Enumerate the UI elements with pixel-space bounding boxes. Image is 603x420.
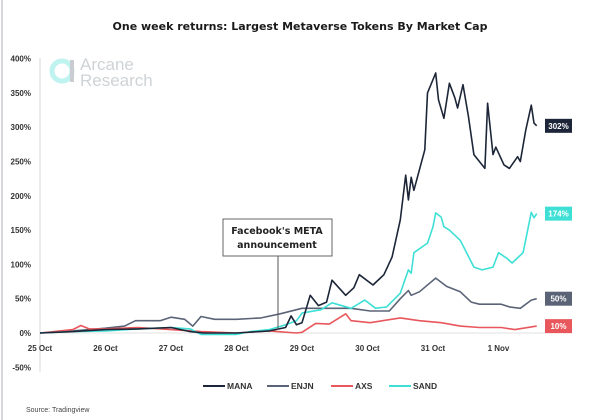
legend-item-sand: SAND: [389, 381, 437, 391]
end-label-box: [545, 319, 572, 334]
annotation-box: [222, 218, 333, 257]
y-tick-label: 350%: [11, 89, 31, 98]
logo-mark-icon: [49, 58, 75, 84]
annotation-line2: announcement: [237, 240, 317, 251]
series-line-mana: [39, 72, 538, 334]
chart-title: One week returns: Largest Metaverse Toke…: [113, 20, 488, 33]
legend-item-mana: MANA: [203, 381, 253, 391]
y-tick-label: 200%: [11, 192, 31, 201]
y-tick-label: 150%: [11, 226, 31, 235]
y-tick-label: 400%: [11, 55, 31, 64]
end-label-text: 50%: [550, 295, 566, 304]
end-label-axs: 10%: [545, 319, 572, 334]
legend-item-axs: AXS: [331, 381, 373, 391]
x-tick-label: 28 Oct: [224, 344, 249, 353]
end-label-box: [545, 206, 572, 221]
end-label-mana: 302%: [545, 118, 572, 133]
x-tick-label: 31 Oct: [421, 344, 446, 353]
logo-mark-bar: [70, 60, 74, 82]
legend-label: SAND: [413, 381, 437, 391]
y-tick-label: -50%: [12, 363, 31, 372]
legend-item-enjn: ENJN: [267, 381, 314, 391]
legend-label: AXS: [355, 381, 373, 391]
legend-label: MANA: [227, 381, 253, 391]
annotation-line1: Facebook's META: [231, 226, 323, 237]
end-label-sand: 174%: [545, 206, 572, 221]
y-tick-label: 300%: [11, 123, 31, 132]
logo-line2: Research: [80, 71, 153, 90]
end-label-text: 174%: [548, 210, 568, 219]
y-tick-label: 0%: [19, 329, 31, 338]
series-line-enjn: [39, 277, 537, 334]
legend-label: ENJN: [291, 381, 314, 391]
series-line-sand: [39, 211, 538, 336]
legend: MANA ENJN AXS SAND: [203, 381, 437, 391]
x-tick-label: 27 Oct: [159, 344, 184, 353]
x-tick-label: 29 Oct: [290, 344, 315, 353]
end-label-enjn: 50%: [545, 291, 572, 306]
x-tick-label: 25 Oct: [28, 344, 53, 353]
y-tick-label: 100%: [11, 260, 31, 269]
arcane-research-logo: Arcane Research: [49, 55, 153, 90]
y-tick-label: 50%: [15, 295, 31, 304]
end-labels: 302% 50% 10% 174%: [545, 118, 572, 334]
end-label-text: 302%: [548, 122, 568, 131]
end-label-text: 10%: [550, 322, 566, 331]
y-axis-ticks: 400% 350% 300% 250% 200% 150% 100% 50% 0% -50%: [11, 55, 31, 373]
annotation: Facebook's META announcement: [222, 218, 333, 330]
y-tick-label: 250%: [11, 158, 31, 167]
source-note: Source: Tradingview: [26, 407, 90, 414]
end-label-box: [545, 118, 572, 133]
x-tick-label: 26 Oct: [93, 344, 118, 353]
x-tick-label: 30 Oct: [355, 344, 380, 353]
series-lines: [39, 72, 538, 336]
end-label-box: [545, 291, 572, 306]
x-tick-label: 1 Nov: [488, 344, 510, 353]
x-axis-ticks: 25 Oct 26 Oct 27 Oct 28 Oct 29 Oct 30 Oct 31 O…: [28, 344, 510, 353]
logo-line1: Arcane: [80, 55, 134, 74]
